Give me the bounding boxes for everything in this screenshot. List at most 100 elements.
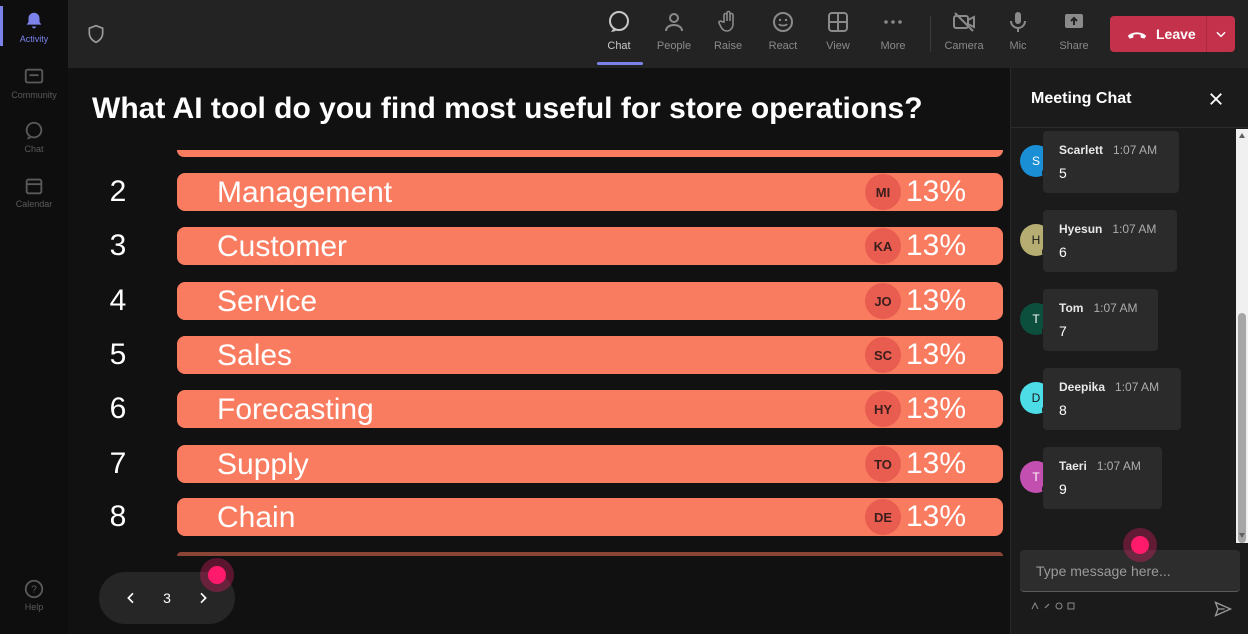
chevron-left-icon[interactable] [123,590,139,606]
send-icon[interactable] [1213,599,1233,619]
chat-header: Meeting Chat [1011,68,1248,128]
poll-percent: 13% [906,338,967,371]
poll-bar: Supply TO 13% [177,445,1003,483]
mic-label: Mic [1009,40,1027,52]
mic-button[interactable]: Mic [994,10,1042,52]
message-text: 7 [1059,323,1067,339]
chat-button[interactable]: Chat [595,10,643,52]
leave-button[interactable]: Leave [1110,16,1235,52]
avatar-initial: S [1031,154,1040,168]
message-input[interactable] [1020,550,1240,591]
poll-percent: 13% [906,229,967,262]
poll-percent: 13% [906,392,967,425]
sender-name: Hyesun [1059,222,1103,236]
message-bubble: Scarlett 1:07 AM 5 [1043,131,1179,193]
chat-message-list[interactable]: S Scarlett 1:07 AM 5 H Hyesun 1:07 AM 6 T [1011,129,1248,543]
chat-bubble-icon [609,11,629,32]
camera-label: Camera [944,40,984,52]
message-time: 1:07 AM [1112,222,1157,236]
poll-percent: 13% [906,284,967,317]
share-button[interactable]: Share [1050,10,1098,52]
community-icon [24,68,44,84]
rail-item-calendar[interactable]: Calendar [0,175,68,209]
message-time: 1:07 AM [1093,301,1138,315]
poll-row: 7 Supply TO 13% [68,445,1010,483]
presentation-stage: What AI tool do you find most useful for… [68,68,1010,634]
poll-row: 6 Forecasting HY 13% [68,390,1010,428]
gif-icon[interactable] [1067,602,1075,610]
sender-name: Scarlett [1059,143,1104,157]
format-icon[interactable] [1031,602,1039,610]
avatar-initial: T [1032,470,1040,484]
sender-name: Taeri [1059,459,1087,473]
scroll-up-arrow[interactable] [1239,133,1245,138]
raise-hand-button[interactable]: Raise [704,10,752,52]
poll-bar: Forecasting HY 13% [177,390,1003,428]
leave-options[interactable] [1207,27,1235,41]
voter-avatar: JO [865,283,901,319]
poll-rank: 6 [109,392,127,425]
chat-scrollbar[interactable] [1236,129,1248,543]
message-text: 5 [1059,165,1067,181]
poll-bar: Service JO 13% [177,282,1003,320]
rail-item-help[interactable]: ? Help [0,578,68,612]
poll-bar: Management MI 13% [177,173,1003,211]
rail-item-community[interactable]: Community [0,66,68,100]
chat-title: Meeting Chat [1031,90,1132,107]
poll-row: 2 Management MI 13% [68,173,1010,211]
leave-main[interactable]: Leave [1110,23,1206,45]
raise-label: Raise [713,40,743,52]
rail-item-activity[interactable]: Activity [0,10,68,44]
close-icon[interactable] [1207,90,1225,108]
camera-button[interactable]: Camera [940,10,988,52]
view-button[interactable]: View [814,10,862,52]
phone-hangup-icon [1127,32,1147,39]
react-label: React [768,40,798,52]
poll-bar: Customer KA 13% [177,227,1003,265]
message-time: 1:07 AM [1113,143,1158,157]
compose-box [1020,550,1240,592]
meeting-chat-panel: Meeting Chat S Scarlett 1:07 AM 5 H Hyesu… [1010,68,1248,634]
more-button[interactable]: More [869,10,917,52]
app-rail: Activity Community Chat Calendar ? Help [0,0,68,634]
message-text: 9 [1059,481,1067,497]
poll-rank: 2 [109,175,127,208]
react-button[interactable]: React [759,10,807,52]
chevron-right-icon[interactable] [195,590,211,606]
more-label: More [880,40,906,52]
emoji-icon[interactable] [1055,602,1063,610]
message-text: 6 [1059,244,1067,260]
voter-avatar: SC [865,337,901,373]
smiley-icon [773,12,793,32]
message-time: 1:07 AM [1096,459,1141,473]
voter-avatar: MI [865,174,901,210]
rail-item-chat[interactable]: Chat [0,120,68,154]
voter-avatar: HY [865,391,901,427]
chat-label: Chat [607,40,631,52]
poll-option-label: Management [217,176,393,209]
share-label: Share [1059,40,1089,52]
poll-row: 8 Chain DE 13% [68,498,1010,536]
voter-avatar: DE [865,499,901,535]
camera-off-icon [953,12,975,32]
poll-rank: 4 [109,284,127,317]
meeting-toolbar: Chat People Raise React View More Camera… [68,0,1248,68]
page-number: 3 [163,590,171,606]
bell-icon [26,12,42,29]
shield-icon[interactable] [86,24,106,44]
poll-option-label: Service [217,285,318,318]
people-label: People [656,40,692,52]
message-bubble: Taeri 1:07 AM 9 [1043,447,1162,509]
message-bubble: Hyesun 1:07 AM 6 [1043,210,1177,272]
scroll-down-arrow[interactable] [1239,533,1245,538]
poll-option-label: Supply [217,448,309,481]
people-button[interactable]: People [650,10,698,52]
avatar-initial: H [1031,233,1041,247]
poll-rank: 5 [109,338,127,371]
message-bubble: Deepika 1:07 AM 8 [1043,368,1181,430]
share-screen-icon [1065,14,1083,28]
scroll-thumb[interactable] [1238,313,1246,543]
attach-icon[interactable] [1043,602,1051,610]
leave-divider [1206,16,1207,52]
poll-option-label: Chain [217,501,296,534]
